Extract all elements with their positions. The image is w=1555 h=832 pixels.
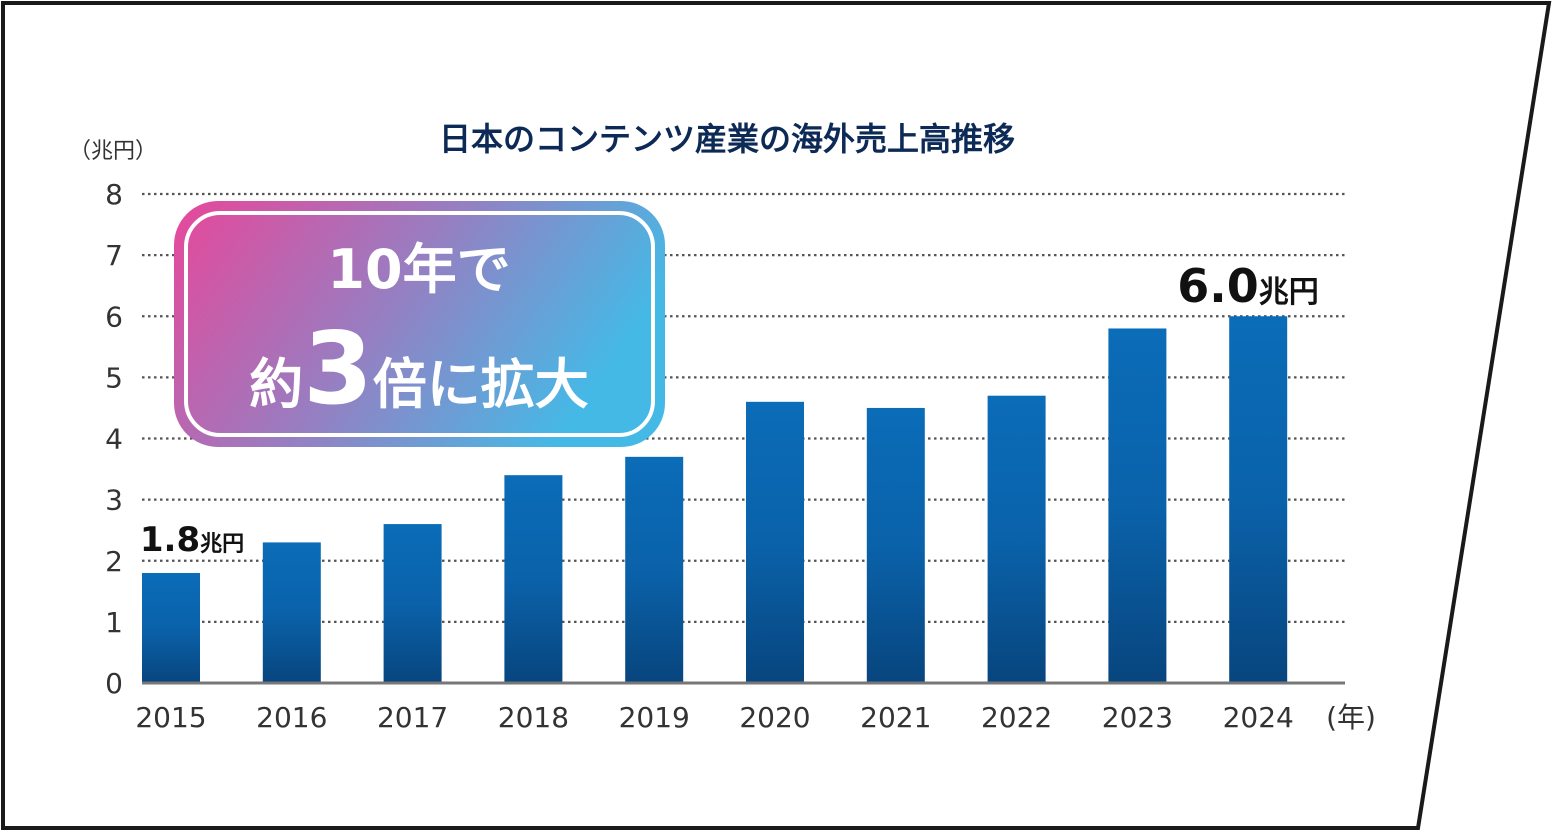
chart-title: 日本のコンテンツ産業の海外売上高推移	[439, 120, 1015, 158]
y-tick-label-8: 8	[105, 178, 123, 211]
y-tick-label-1: 1	[105, 606, 123, 639]
callout-prefix: 約	[249, 353, 303, 416]
y-tick-label-6: 6	[105, 300, 123, 333]
bar-2024	[1229, 316, 1288, 683]
bar-2023	[1108, 328, 1167, 683]
annotation-2015: 1.8兆円	[140, 520, 244, 560]
x-tick-label-2020: 2020	[739, 701, 810, 734]
bar-2017	[383, 524, 442, 683]
annotation-2024: 6.0兆円	[1177, 259, 1319, 313]
bar-2021	[866, 407, 925, 683]
bar-2022	[987, 395, 1046, 683]
x-tick-label-2023: 2023	[1102, 701, 1173, 734]
x-tick-label-2016: 2016	[256, 701, 327, 734]
y-tick-label-0: 0	[105, 667, 123, 700]
y-tick-label-5: 5	[105, 361, 123, 394]
annotation-2015-unit: 兆円	[200, 532, 244, 557]
callout-inner-border	[184, 211, 655, 437]
x-tick-label-2021: 2021	[860, 701, 931, 734]
y-ticks-layer: 0 1 2 3 4 5 6 7 8	[105, 178, 123, 700]
y-tick-label-3: 3	[105, 484, 123, 517]
y-tick-label-7: 7	[105, 239, 123, 272]
x-tick-label-2017: 2017	[377, 701, 448, 734]
x-tick-label-2019: 2019	[619, 701, 690, 734]
x-axis-unit-label: (年)	[1326, 701, 1376, 734]
annotation-2024-value: 6.0	[1177, 259, 1259, 313]
bar-2020	[746, 401, 804, 683]
x-tick-label-2015: 2015	[135, 701, 206, 734]
x-ticks-layer: 2015 2016 2017 2018 2019 2020 2021 2022 2023 2024	[135, 701, 1293, 734]
callout-suffix: 倍に拡大	[373, 353, 589, 416]
bar-2016	[262, 542, 321, 683]
y-axis-unit-label: （兆円）	[69, 139, 157, 164]
callout-line1: 10年で	[327, 238, 510, 301]
callout-badge: 10年で 約3倍に拡大	[174, 201, 665, 447]
bar-2018	[504, 475, 563, 683]
y-tick-label-2: 2	[105, 545, 123, 578]
annotation-2015-value: 1.8	[140, 520, 200, 560]
y-tick-label-4: 4	[105, 423, 123, 456]
x-tick-label-2024: 2024	[1223, 701, 1294, 734]
annotation-2024-unit: 兆円	[1259, 275, 1319, 310]
callout-background	[174, 201, 665, 447]
bar-2015	[142, 572, 200, 683]
bars-layer	[142, 316, 1288, 683]
x-tick-label-2022: 2022	[981, 701, 1052, 734]
callout-number: 3	[303, 310, 373, 427]
bar-2019	[625, 456, 684, 683]
x-tick-label-2018: 2018	[498, 701, 569, 734]
callout-line2: 約3倍に拡大	[249, 310, 589, 427]
